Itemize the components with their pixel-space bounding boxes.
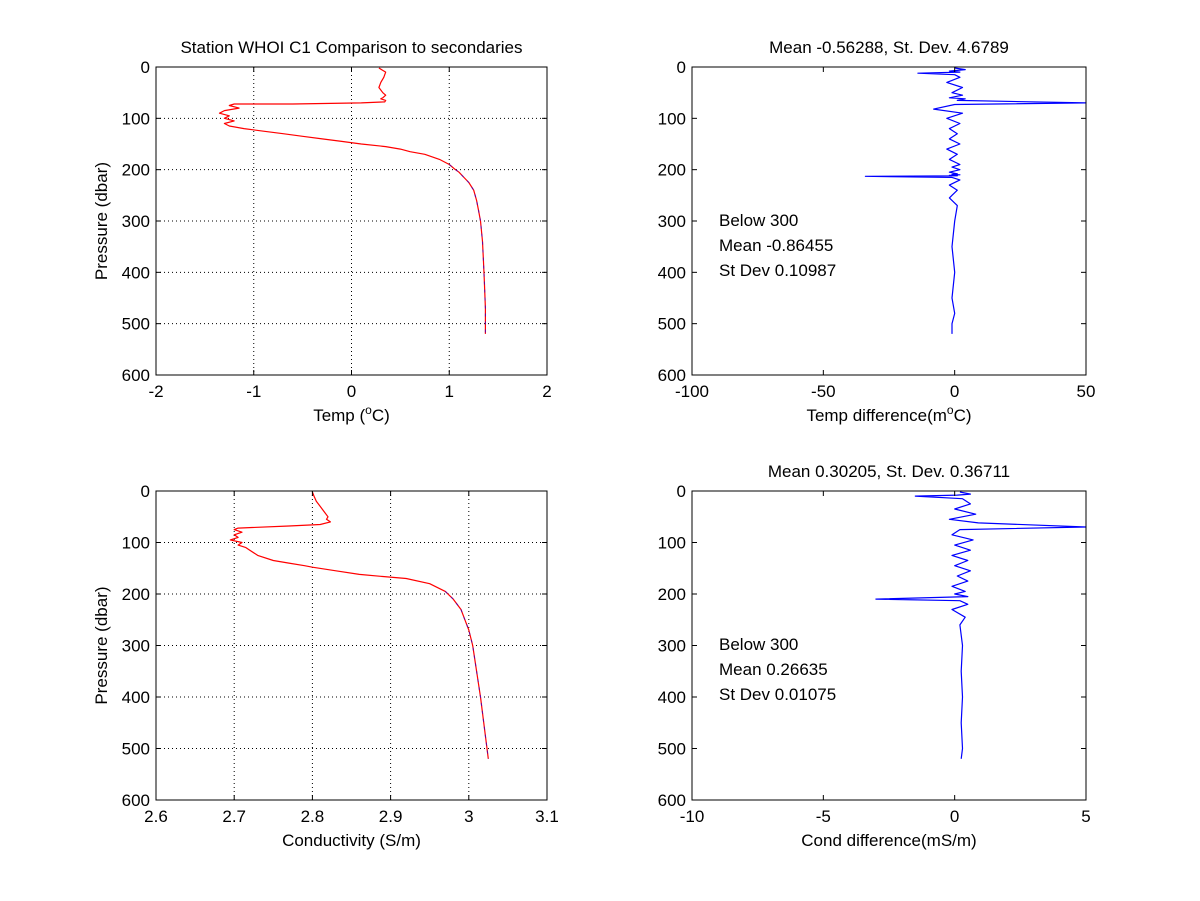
series-line	[229, 491, 489, 759]
y-tick-label: 300	[122, 637, 150, 656]
y-tick-label: 400	[658, 688, 686, 707]
stats-annotation: St Dev 0.10987	[719, 261, 836, 280]
y-tick-label: 600	[122, 366, 150, 385]
stats-annotation: Mean 0.26635	[719, 660, 828, 679]
x-tick-label: 0	[950, 807, 959, 826]
y-tick-label: 200	[122, 161, 150, 180]
stats-annotation: Mean -0.86455	[719, 236, 833, 255]
chart-title: Station WHOI C1 Comparison to secondarie…	[180, 38, 522, 57]
stats-annotation: Below 300	[719, 211, 798, 230]
y-tick-label: 500	[122, 315, 150, 334]
x-tick-label: -5	[816, 807, 831, 826]
x-tick-label: 1	[445, 382, 454, 401]
x-tick-label: 3.1	[535, 807, 559, 826]
y-tick-label: 500	[658, 315, 686, 334]
x-tick-label: 2.7	[222, 807, 246, 826]
chart-title: Mean -0.56288, St. Dev. 4.6789	[769, 38, 1009, 57]
y-tick-label: 600	[122, 791, 150, 810]
x-axis-label: Cond difference(mS/m)	[801, 831, 976, 850]
series-line	[875, 491, 1087, 759]
stats-annotation: St Dev 0.01075	[719, 685, 836, 704]
y-tick-label: 200	[658, 161, 686, 180]
x-tick-label: 2.8	[301, 807, 325, 826]
y-tick-label: 400	[122, 688, 150, 707]
y-tick-label: 0	[141, 58, 150, 77]
y-tick-label: 100	[122, 534, 150, 553]
subplot-cond: 2.6 2.7 2.8 2.9 3 3.1 0 100 200 300 400 500 600 Condu…	[92, 482, 559, 850]
y-tick-label: 400	[658, 263, 686, 282]
x-tick-label: -1	[246, 382, 261, 401]
x-axis-label: Temp difference(moC)	[806, 403, 971, 425]
y-tick-label: 300	[122, 212, 150, 231]
x-tick-label: -100	[675, 382, 709, 401]
y-tick-label: 600	[658, 366, 686, 385]
chart-title: Mean 0.30205, St. Dev. 0.36711	[768, 462, 1010, 481]
y-tick-label: 300	[658, 637, 686, 656]
x-tick-label: 2.6	[144, 807, 168, 826]
x-tick-label: -10	[680, 807, 705, 826]
x-tick-label: -50	[811, 382, 836, 401]
x-tick-label: 2	[542, 382, 551, 401]
y-tick-label: 200	[658, 585, 686, 604]
x-tick-label: 3	[464, 807, 473, 826]
y-tick-label: 500	[122, 740, 150, 759]
x-tick-label: 5	[1081, 807, 1090, 826]
x-tick-label: 50	[1077, 382, 1096, 401]
series-line	[864, 67, 1087, 334]
subplot-temp: -2 -1 0 1 2 0 100 200 300 400 500 600 Station WHOI C…	[92, 38, 552, 425]
x-tick-label: -2	[148, 382, 163, 401]
stats-annotation: Below 300	[719, 635, 798, 654]
x-tick-label: 0	[347, 382, 356, 401]
y-tick-label: 100	[122, 109, 150, 128]
y-tick-label: 100	[658, 109, 686, 128]
y-axis-label: Pressure (dbar)	[92, 586, 111, 704]
x-tick-label: 2.9	[379, 807, 403, 826]
y-axis-label: Pressure (dbar)	[92, 162, 111, 280]
y-tick-label: 600	[658, 791, 686, 810]
x-tick-label: 0	[950, 382, 959, 401]
y-tick-label: 500	[658, 740, 686, 759]
y-tick-label: 100	[658, 534, 686, 553]
y-tick-label: 200	[122, 585, 150, 604]
y-tick-label: 0	[677, 482, 686, 501]
series-line	[218, 67, 486, 334]
y-tick-label: 0	[677, 58, 686, 77]
x-axis-label: Temp (oC)	[313, 403, 390, 425]
overlay-line	[444, 591, 489, 759]
y-tick-label: 300	[658, 212, 686, 231]
x-axis-label: Conductivity (S/m)	[282, 831, 421, 850]
y-tick-label: 0	[141, 482, 150, 501]
y-tick-label: 400	[122, 263, 150, 282]
